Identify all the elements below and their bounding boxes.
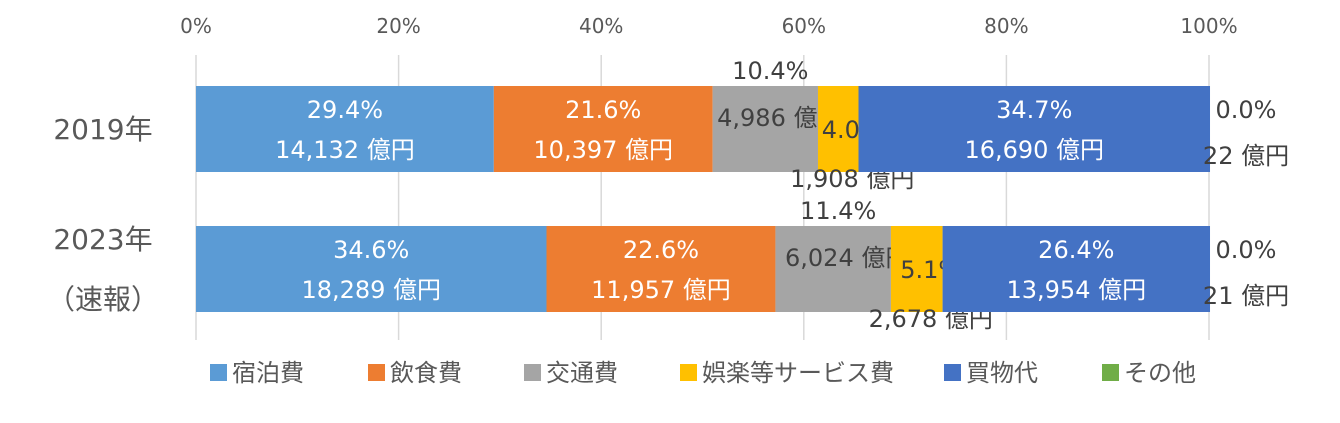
data-label-amount: 18,289 億円 — [301, 276, 441, 304]
data-label-amount: 13,954 億円 — [1006, 276, 1146, 304]
data-label-percent: 0.0% — [1216, 96, 1277, 124]
bar-segment — [817, 86, 859, 172]
bar-segment — [942, 226, 1211, 312]
legend-swatch — [944, 364, 961, 381]
data-label-percent: 34.7% — [996, 96, 1072, 124]
data-label-amount: 6,024 億円 — [785, 244, 909, 272]
data-label-percent: 34.6% — [333, 236, 409, 264]
category-label: （速報） — [47, 283, 159, 316]
data-label-percent: 22.6% — [623, 236, 699, 264]
legend-swatch — [524, 364, 541, 381]
data-label-percent: 26.4% — [1038, 236, 1114, 264]
data-label-percent: 10.4% — [732, 57, 808, 85]
x-tick-label: 40% — [579, 14, 623, 38]
data-label-amount: 16,690 億円 — [964, 136, 1104, 164]
legend-swatch — [680, 364, 697, 381]
data-label-percent: 11.4% — [800, 197, 876, 225]
bar-segment — [196, 226, 547, 312]
legend-swatch — [1102, 364, 1119, 381]
bar-segment — [712, 86, 818, 172]
legend-swatch — [368, 364, 385, 381]
legend-label: 宿泊費 — [232, 359, 304, 387]
data-label-percent: 21.6% — [565, 96, 641, 124]
legend-swatch — [210, 364, 227, 381]
legend-label: 買物代 — [966, 359, 1038, 387]
data-label-amount: 14,132 億円 — [275, 136, 415, 164]
legend-label: 飲食費 — [390, 359, 462, 387]
data-label-amount: 22 億円 — [1203, 142, 1289, 170]
legend-label: 娯楽等サービス費 — [702, 359, 894, 387]
bar-segment — [546, 226, 776, 312]
x-tick-label: 60% — [782, 14, 826, 38]
bar-segment — [196, 86, 494, 172]
bar-segment — [775, 226, 891, 312]
bar-segment — [858, 86, 1211, 172]
category-label: 2019年 — [53, 113, 152, 146]
x-tick-label: 0% — [180, 14, 212, 38]
legend-label: その他 — [1124, 359, 1196, 387]
x-tick-label: 20% — [376, 14, 420, 38]
data-label-percent: 0.0% — [1216, 236, 1277, 264]
x-tick-label: 80% — [984, 14, 1028, 38]
bar-segment — [493, 86, 713, 172]
x-tick-label: 100% — [1180, 14, 1237, 38]
data-label-percent: 29.4% — [307, 96, 383, 124]
bar-segment — [890, 226, 943, 312]
data-label-amount: 11,957 億円 — [591, 276, 731, 304]
data-label-amount: 21 億円 — [1203, 282, 1289, 310]
legend-label: 交通費 — [546, 359, 618, 387]
category-label: 2023年 — [53, 223, 152, 256]
data-label-amount: 10,397 億円 — [533, 136, 673, 164]
